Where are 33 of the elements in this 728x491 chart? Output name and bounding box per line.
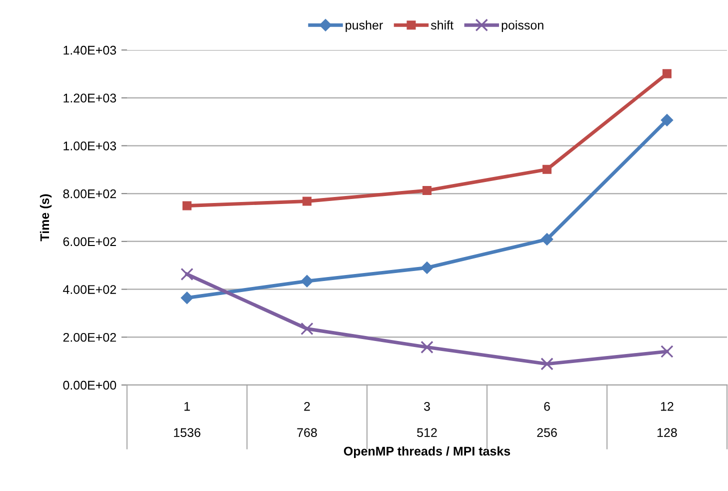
x-axis-title: OpenMP threads / MPI tasks <box>344 446 510 458</box>
legend-label: pusher <box>346 20 383 32</box>
point <box>302 196 312 206</box>
point <box>660 114 674 126</box>
point <box>540 358 554 370</box>
y-tick-label: 6.00E+02 <box>63 237 116 246</box>
category-label: 1 1536 <box>174 402 200 437</box>
y-tick-label: 0.00E+00 <box>63 380 116 390</box>
point <box>180 268 194 281</box>
point <box>540 233 554 246</box>
category-label: 2 768 <box>297 402 317 437</box>
category-label: 3 512 <box>417 402 437 437</box>
y-tick-label: 4.00E+02 <box>63 285 116 294</box>
y-tick-label: 1.00E+03 <box>64 142 116 150</box>
y-axis-title: Time (s) <box>40 194 52 242</box>
y-tick-label: 1.20E+03 <box>64 94 116 103</box>
category-label: 6 256 <box>537 402 557 437</box>
category-label: 12 128 <box>658 402 677 437</box>
y-tick-label: 8.00E+02 <box>63 189 116 198</box>
legend-label: shift <box>430 20 454 30</box>
point <box>180 292 194 304</box>
point <box>420 340 434 354</box>
y-tick-label: 2.00E+02 <box>63 332 116 342</box>
point <box>420 262 434 274</box>
point <box>542 164 552 174</box>
point <box>660 345 674 358</box>
point <box>300 274 314 288</box>
point <box>182 201 192 210</box>
y-tick-label: 1.40E+03 <box>64 46 116 55</box>
point <box>662 69 672 78</box>
point <box>300 322 314 336</box>
legend-label: poisson <box>502 20 544 32</box>
point <box>422 186 432 195</box>
